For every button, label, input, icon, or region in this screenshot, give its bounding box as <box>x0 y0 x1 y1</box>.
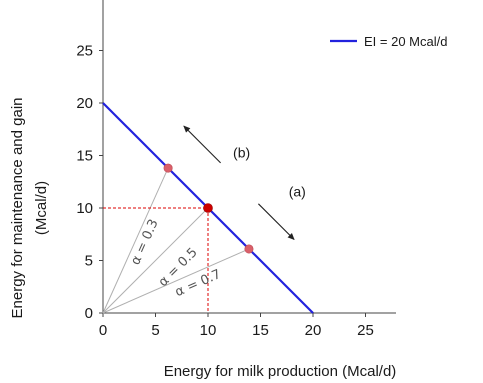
axes: 0 5 10 15 20 25 0 5 10 15 20 25 Energy for milk prod… <box>9 0 396 380</box>
y-tick-label: 15 <box>76 148 93 165</box>
legend-label: EI = 20 Mcal/d <box>364 34 447 49</box>
dashed-guides <box>103 207 209 313</box>
alpha-ray <box>102 248 250 314</box>
x-tick-label: 5 <box>151 322 159 339</box>
labels-layer: α = 0.3α = 0.5α = 0.7(b)(a) <box>128 145 306 301</box>
y-tick-label: 10 <box>76 200 93 217</box>
x-tick-label: 0 <box>99 322 107 339</box>
y-axis-title-line2: (Mcal/d) <box>33 181 50 235</box>
x-tick-label: 10 <box>200 322 217 339</box>
x-tick-label: 25 <box>357 322 374 339</box>
points-layer <box>163 163 254 254</box>
y-tick-label: 25 <box>76 43 93 60</box>
data-point <box>203 203 213 213</box>
x-axis-title: Energy for milk production (Mcal/d) <box>164 363 397 380</box>
y-tick-label: 0 <box>85 305 93 322</box>
alpha-ray <box>102 207 209 314</box>
alpha-rays <box>102 167 250 314</box>
x-tick-label: 20 <box>305 322 322 339</box>
data-point <box>244 244 254 254</box>
x-tick-label: 15 <box>252 322 269 339</box>
arrow-b <box>183 125 221 164</box>
y-axis-title-line1: Energy for maintenance and gain <box>9 98 26 319</box>
annotation-label: (a) <box>289 183 306 199</box>
direction-arrows <box>183 125 295 241</box>
legend: EI = 20 Mcal/d <box>330 34 447 49</box>
data-point <box>163 163 173 173</box>
arrow-a <box>258 203 295 241</box>
y-tick-label: 20 <box>76 95 93 112</box>
alpha-ray <box>102 167 169 314</box>
annotation-label: (b) <box>233 145 250 161</box>
y-tick-label: 5 <box>85 253 93 270</box>
